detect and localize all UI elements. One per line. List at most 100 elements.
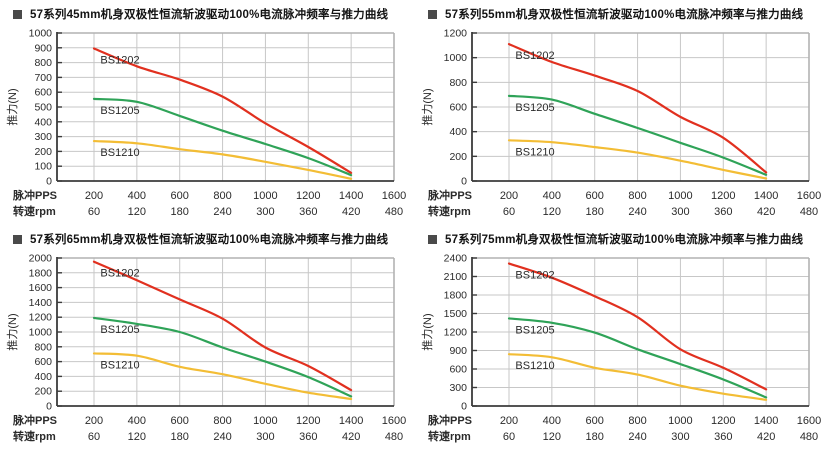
x-tick-label: 200 xyxy=(85,415,103,427)
y-tick-label: 0 xyxy=(461,401,467,413)
y-axis-title: 推力(N) xyxy=(420,313,434,350)
x-tick-label: 420 xyxy=(757,431,775,443)
x-tick-label: 300 xyxy=(671,206,689,218)
series-curve-BS1202 xyxy=(507,43,768,174)
chart-card-75mm: 57系列75mm机身双极性恒流斩波驱动100%电流脉冲频率与推力曲线 0 300 6… xyxy=(415,225,830,450)
x-tick-label: 400 xyxy=(128,415,146,427)
x-tick-label: 400 xyxy=(128,190,146,202)
x-tick-label: 300 xyxy=(256,431,274,443)
y-tick-label: 0 xyxy=(46,401,52,413)
x-tick-label: 240 xyxy=(628,431,646,443)
series-label-BS1202: BS1202 xyxy=(515,50,554,62)
x-tick-label: 180 xyxy=(171,431,189,443)
y-tick-label: 800 xyxy=(449,77,467,89)
x-row-label: 转速rpm xyxy=(428,429,471,443)
series-label-BS1205: BS1205 xyxy=(100,105,139,117)
y-tick-label: 800 xyxy=(34,57,52,69)
x-tick-label: 420 xyxy=(342,431,360,443)
series-label-BS1210: BS1210 xyxy=(100,147,139,159)
y-tick-label: 300 xyxy=(34,131,52,143)
y-axis-title: 推力(N) xyxy=(5,88,19,125)
x-tick-label: 120 xyxy=(543,206,561,218)
chart-plot: 0 200 400 600 800 1000 1200 1400 1600 1800 2000 推力(… xyxy=(5,253,406,444)
series-curve-BS1210 xyxy=(507,139,768,180)
chart-title: 57系列75mm机身双极性恒流斩波驱动100%电流脉冲频率与推力曲线 xyxy=(445,234,804,246)
y-tick-label: 600 xyxy=(449,102,467,114)
x-row-label: 转速rpm xyxy=(13,204,56,218)
x-tick-label: 800 xyxy=(213,415,231,427)
series-curve-BS1205 xyxy=(507,317,768,399)
y-tick-label: 900 xyxy=(449,345,467,357)
y-tick-label: 200 xyxy=(34,146,52,158)
x-tick-label: 1200 xyxy=(296,415,320,427)
y-axis-title: 推力(N) xyxy=(5,313,19,350)
x-row-label: 脉冲PPS xyxy=(12,413,57,427)
x-tick-label: 1600 xyxy=(797,415,821,427)
x-tick-label: 600 xyxy=(586,415,604,427)
chart-title: 57系列45mm机身双极性恒流斩波驱动100%电流脉冲频率与推力曲线 xyxy=(30,9,389,21)
y-tick-label: 1800 xyxy=(29,267,53,279)
chart-plot: 0 100 200 300 400 500 600 700 800 900 1000 推力(N) BS1… xyxy=(5,28,406,219)
y-tick-label: 600 xyxy=(34,87,52,99)
x-tick-label: 180 xyxy=(586,206,604,218)
y-tick-label: 1400 xyxy=(29,297,53,309)
x-tick-label: 1200 xyxy=(711,190,735,202)
x-tick-label: 360 xyxy=(714,431,732,443)
series-label-BS1205: BS1205 xyxy=(100,324,139,336)
x-tick-label: 800 xyxy=(213,190,231,202)
x-tick-label: 600 xyxy=(586,190,604,202)
series-label-BS1210: BS1210 xyxy=(515,146,554,158)
x-tick-label: 480 xyxy=(385,431,403,443)
x-tick-label: 1000 xyxy=(253,415,277,427)
y-tick-label: 2400 xyxy=(444,253,468,265)
y-tick-label: 2100 xyxy=(444,271,468,283)
x-tick-label: 480 xyxy=(385,206,403,218)
y-tick-label: 600 xyxy=(34,356,52,368)
x-row-label: 脉冲PPS xyxy=(12,188,57,202)
x-row-label: 脉冲PPS xyxy=(427,413,472,427)
series-curve-BS1202 xyxy=(507,262,768,391)
chart-card-65mm: 57系列65mm机身双极性恒流斩波驱动100%电流脉冲频率与推力曲线 0 200 4… xyxy=(0,225,415,450)
x-tick-label: 1400 xyxy=(339,190,363,202)
x-tick-label: 240 xyxy=(213,431,231,443)
series-label-BS1205: BS1205 xyxy=(515,102,554,114)
y-tick-label: 1000 xyxy=(29,28,53,40)
x-tick-label: 300 xyxy=(671,431,689,443)
y-tick-label: 600 xyxy=(449,364,467,376)
x-row-label: 脉冲PPS xyxy=(427,188,472,202)
x-tick-label: 480 xyxy=(800,206,818,218)
x-tick-label: 600 xyxy=(171,415,189,427)
x-tick-label: 480 xyxy=(800,431,818,443)
y-tick-label: 0 xyxy=(46,176,52,188)
series-label-BS1202: BS1202 xyxy=(515,270,554,282)
series-curve-BS1205 xyxy=(507,94,768,176)
x-tick-label: 420 xyxy=(757,206,775,218)
x-tick-label: 400 xyxy=(543,190,561,202)
x-tick-label: 1600 xyxy=(797,190,821,202)
series-curve-BS1210 xyxy=(507,353,768,401)
y-tick-label: 1000 xyxy=(444,52,468,64)
x-tick-label: 200 xyxy=(500,415,518,427)
series-label-BS1210: BS1210 xyxy=(515,360,554,372)
y-tick-label: 2000 xyxy=(29,253,53,265)
series-label-BS1205: BS1205 xyxy=(515,324,554,336)
x-tick-label: 1400 xyxy=(339,415,363,427)
title-bullet-icon xyxy=(428,9,437,19)
chart-card-55mm: 57系列55mm机身双极性恒流斩波驱动100%电流脉冲频率与推力曲线 0 200 4… xyxy=(415,0,830,225)
x-tick-label: 1000 xyxy=(668,415,692,427)
y-tick-label: 1600 xyxy=(29,282,53,294)
series-curve-BS1205 xyxy=(92,97,353,177)
x-tick-label: 800 xyxy=(628,415,646,427)
chart-title: 57系列65mm机身双极性恒流斩波驱动100%电流脉冲频率与推力曲线 xyxy=(30,234,389,246)
x-tick-label: 1000 xyxy=(253,190,277,202)
title-bullet-icon xyxy=(428,234,437,244)
x-tick-label: 240 xyxy=(628,206,646,218)
y-tick-label: 1200 xyxy=(444,28,468,40)
x-tick-label: 120 xyxy=(543,431,561,443)
chart-header: 57系列45mm机身双极性恒流斩波驱动100%电流脉冲频率与推力曲线 xyxy=(13,6,388,22)
x-tick-label: 1400 xyxy=(754,190,778,202)
x-tick-label: 120 xyxy=(128,431,146,443)
title-bullet-icon xyxy=(13,234,22,244)
y-tick-label: 800 xyxy=(34,341,52,353)
x-tick-label: 60 xyxy=(503,206,515,218)
